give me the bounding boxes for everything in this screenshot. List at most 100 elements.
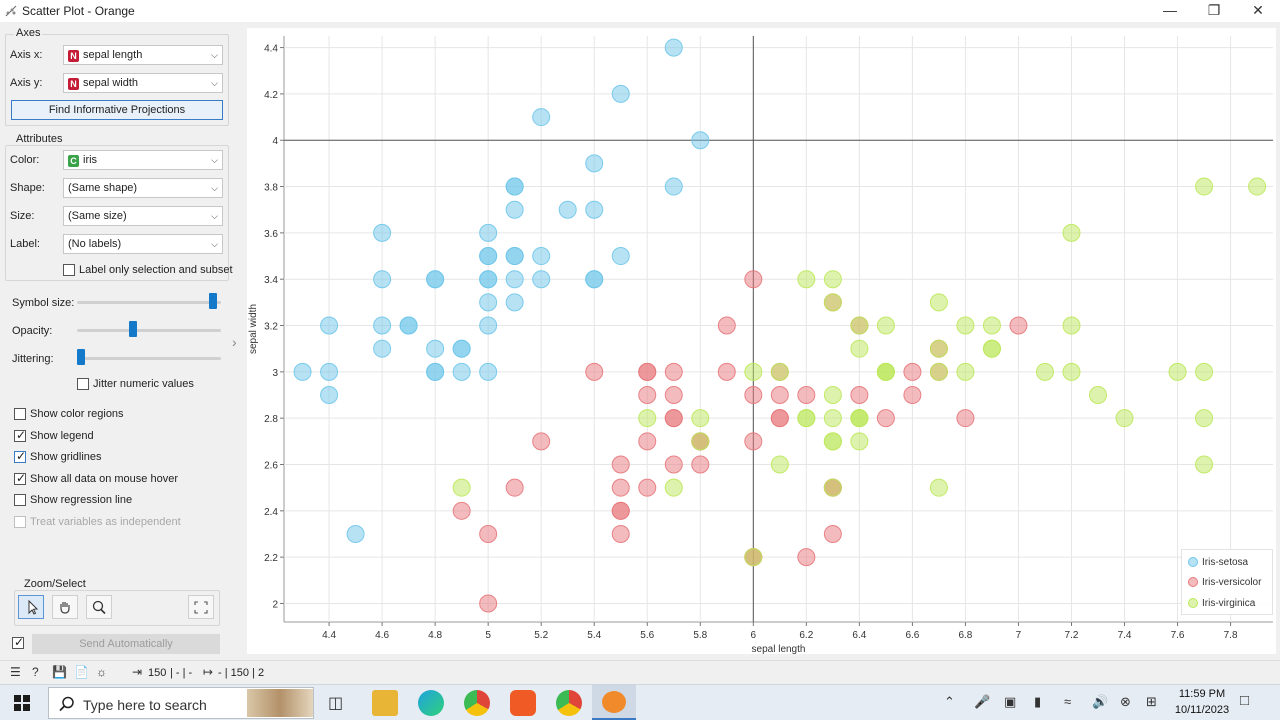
data-point-versicolor[interactable]	[717, 316, 736, 335]
camera-icon[interactable]: ☼	[96, 665, 107, 679]
save-icon[interactable]: 💾	[52, 665, 67, 679]
data-point-virginica[interactable]	[823, 293, 842, 312]
data-point-versicolor[interactable]	[956, 409, 975, 428]
data-point-virginica[interactable]	[823, 478, 842, 497]
data-point-versicolor[interactable]	[638, 478, 657, 497]
data-point-virginica[interactable]	[1195, 409, 1214, 428]
data-point-virginica[interactable]	[1115, 409, 1134, 428]
microphone-icon[interactable]: 🎤	[974, 694, 991, 709]
data-point-setosa[interactable]	[373, 270, 392, 289]
task-view-icon[interactable]: ◫	[328, 695, 344, 712]
tray-overflow-icon[interactable]: ⌃	[944, 694, 955, 709]
data-point-setosa[interactable]	[479, 362, 498, 381]
data-point-virginica[interactable]	[876, 362, 895, 381]
data-point-virginica[interactable]	[1062, 223, 1081, 242]
help-icon[interactable]: ?	[32, 665, 39, 679]
data-point-virginica[interactable]	[1062, 316, 1081, 335]
data-point-setosa[interactable]	[426, 270, 445, 289]
data-point-virginica[interactable]	[929, 362, 948, 381]
data-point-versicolor[interactable]	[744, 386, 763, 405]
data-point-versicolor[interactable]	[797, 548, 816, 567]
data-point-setosa[interactable]	[505, 177, 524, 196]
jittering-track[interactable]	[77, 357, 221, 360]
data-point-setosa[interactable]	[505, 293, 524, 312]
data-point-setosa[interactable]	[479, 223, 498, 242]
data-point-virginica[interactable]	[797, 409, 816, 428]
data-point-virginica[interactable]	[929, 478, 948, 497]
data-point-setosa[interactable]	[532, 108, 551, 127]
data-point-virginica[interactable]	[691, 432, 710, 451]
report-icon[interactable]: 📄	[74, 665, 89, 679]
data-point-setosa[interactable]	[426, 339, 445, 358]
find-informative-projections-button[interactable]: Find Informative Projections	[11, 100, 223, 120]
data-point-versicolor[interactable]	[479, 524, 498, 543]
data-point-setosa[interactable]	[558, 200, 577, 219]
data-point-versicolor[interactable]	[717, 362, 736, 381]
data-point-versicolor[interactable]	[664, 362, 683, 381]
send-automatically-button[interactable]: Send Automatically	[32, 634, 220, 654]
data-point-setosa[interactable]	[346, 524, 365, 543]
close-button[interactable]: ✕	[1252, 2, 1264, 18]
data-point-setosa[interactable]	[320, 386, 339, 405]
data-point-setosa[interactable]	[320, 362, 339, 381]
data-point-versicolor[interactable]	[1009, 316, 1028, 335]
label-only-selection-checkbox[interactable]	[63, 264, 75, 276]
data-point-versicolor[interactable]	[611, 524, 630, 543]
data-point-virginica[interactable]	[770, 362, 789, 381]
scatter-plot-area[interactable]: 4.4 4.6 4.8 5 5.2 5.4 5.6 5.8 6 6.2 6.4 6.6 6.8 7 7.2 7…	[247, 28, 1276, 654]
data-point-setosa[interactable]	[320, 316, 339, 335]
file-explorer-icon[interactable]	[372, 690, 398, 716]
taskbar-search[interactable]: Type here to search	[48, 687, 314, 719]
data-point-setosa[interactable]	[479, 270, 498, 289]
data-point-setosa[interactable]	[505, 200, 524, 219]
data-point-setosa[interactable]	[479, 247, 498, 266]
data-point-setosa[interactable]	[585, 154, 604, 173]
data-point-setosa[interactable]	[479, 316, 498, 335]
show-all-data-checkbox[interactable]	[14, 471, 26, 485]
data-point-versicolor[interactable]	[797, 386, 816, 405]
data-point-versicolor[interactable]	[611, 455, 630, 474]
data-point-setosa[interactable]	[373, 316, 392, 335]
show-regression-checkbox[interactable]	[14, 494, 26, 506]
data-point-versicolor[interactable]	[479, 594, 498, 613]
pan-tool-button[interactable]	[52, 595, 78, 619]
volume-icon[interactable]: 🔊	[1092, 694, 1109, 709]
data-point-versicolor[interactable]	[638, 362, 657, 381]
select-tool-button[interactable]	[18, 595, 44, 619]
symbol-size-track[interactable]	[77, 301, 221, 304]
battery-icon[interactable]: ▮	[1034, 694, 1042, 709]
jittering-handle[interactable]	[77, 349, 85, 365]
data-point-virginica[interactable]	[823, 386, 842, 405]
data-point-setosa[interactable]	[532, 247, 551, 266]
data-point-virginica[interactable]	[1168, 362, 1187, 381]
wifi-icon[interactable]: ≈	[1064, 694, 1072, 709]
data-point-versicolor[interactable]	[585, 362, 604, 381]
data-point-versicolor[interactable]	[876, 409, 895, 428]
chevron-right-icon[interactable]: ›	[232, 334, 237, 350]
scatter-plot[interactable]: 4.4 4.6 4.8 5 5.2 5.4 5.6 5.8 6 6.2 6.4 6.6 6.8 7 7.2 7…	[247, 28, 1276, 654]
zoom-tool-button[interactable]	[86, 595, 112, 619]
brave-icon[interactable]	[510, 690, 536, 716]
data-point-virginica[interactable]	[1195, 177, 1214, 196]
shape-combo[interactable]: (Same shape) ⌵	[63, 178, 223, 198]
minimize-button[interactable]: —	[1163, 2, 1177, 18]
data-point-setosa[interactable]	[585, 200, 604, 219]
data-point-setosa[interactable]	[611, 247, 630, 266]
data-point-virginica[interactable]	[691, 409, 710, 428]
data-point-virginica[interactable]	[664, 478, 683, 497]
data-point-virginica[interactable]	[797, 270, 816, 289]
data-point-virginica[interactable]	[770, 455, 789, 474]
data-point-virginica[interactable]	[744, 362, 763, 381]
data-point-setosa[interactable]	[691, 131, 710, 150]
opacity-handle[interactable]	[128, 321, 137, 337]
data-point-virginica[interactable]	[982, 316, 1001, 335]
show-legend-checkbox[interactable]	[14, 428, 26, 442]
label-combo[interactable]: (No labels) ⌵	[63, 234, 223, 254]
data-point-virginica[interactable]	[1089, 386, 1108, 405]
data-point-virginica[interactable]	[1035, 362, 1054, 381]
opacity-track[interactable]	[77, 329, 221, 332]
data-point-setosa[interactable]	[505, 247, 524, 266]
data-point-setosa[interactable]	[664, 38, 683, 57]
orange-app-active[interactable]	[592, 685, 636, 720]
